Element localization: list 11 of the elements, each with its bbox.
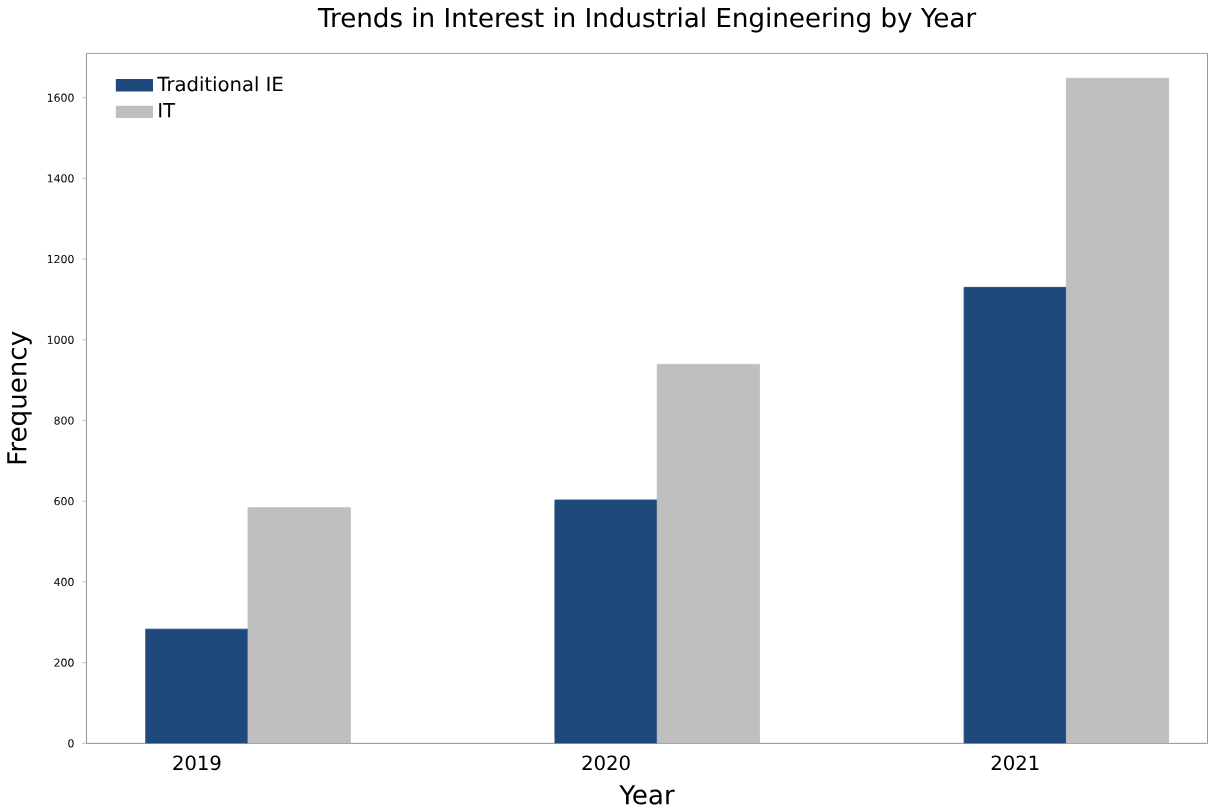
y-axis-title: Frequency	[7, 331, 32, 464]
bar	[145, 628, 249, 744]
x-tick-label: 2019	[173, 755, 221, 771]
chart-title: Trends in Interest in Industrial Engineering by Year	[317, 7, 977, 33]
legend-label: IT	[159, 103, 176, 118]
x-axis-title: Year	[619, 785, 675, 805]
x-tick-label: 2021	[991, 755, 1039, 771]
legend-label: Traditional IE	[157, 76, 283, 92]
bar	[963, 286, 1067, 744]
x-tick-label: 2020	[582, 755, 630, 771]
bar	[554, 499, 658, 744]
